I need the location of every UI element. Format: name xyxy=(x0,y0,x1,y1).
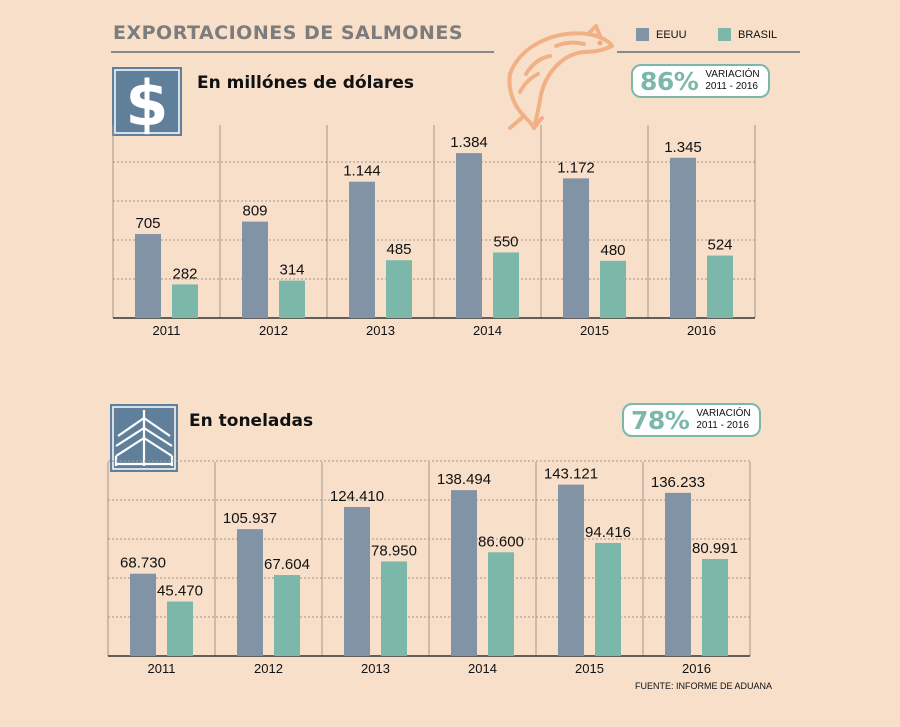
x-tick-label-2014: 2014 xyxy=(473,323,502,338)
data-label-brasil-2016: 80.991 xyxy=(692,540,738,557)
data-label-brasil-2015: 94.416 xyxy=(585,524,631,541)
data-label-brasil-2012: 314 xyxy=(279,262,304,279)
data-label-brasil-2016: 524 xyxy=(707,237,732,254)
bar-eeuu-2015 xyxy=(563,178,589,318)
x-tick-label-2011: 2011 xyxy=(153,323,181,338)
x-tick-label-2012: 2012 xyxy=(254,661,283,676)
legend-label-eeuu: EEUU xyxy=(656,28,687,41)
bar-brasil-2012 xyxy=(279,280,305,318)
data-label-brasil-2011: 45.470 xyxy=(157,583,203,600)
legend-item-eeuu: EEUU xyxy=(636,28,687,41)
variation-percent-tons: 78% xyxy=(631,405,690,435)
data-label-eeuu-2014: 1.384 xyxy=(450,134,488,151)
data-label-brasil-2015: 480 xyxy=(600,242,625,259)
bar-brasil-2015 xyxy=(600,260,626,318)
variation-label-line2: 2011 - 2016 xyxy=(705,81,758,92)
bar-brasil-2013 xyxy=(381,561,407,656)
legend-label-brasil: BRASIL xyxy=(738,28,778,41)
bar-eeuu-2013 xyxy=(349,181,375,318)
variation-label-tons: VARIACIÓN 2011 - 2016 xyxy=(696,408,750,432)
bar-brasil-2011 xyxy=(167,601,193,656)
bar-brasil-2014 xyxy=(488,552,514,656)
data-label-brasil-2013: 78.950 xyxy=(371,542,417,559)
data-label-brasil-2011: 282 xyxy=(172,265,197,282)
bar-eeuu-2013 xyxy=(344,507,370,656)
data-label-eeuu-2016: 1.345 xyxy=(664,139,702,156)
bar-brasil-2016 xyxy=(707,255,733,318)
x-tick-label-2016: 2016 xyxy=(682,661,711,676)
source-note: FUENTE: INFORME DE ADUANA xyxy=(635,681,773,691)
bar-brasil-2016 xyxy=(702,559,728,656)
data-label-brasil-2014: 86.600 xyxy=(478,533,524,550)
data-label-brasil-2012: 67.604 xyxy=(264,556,310,573)
bar-eeuu-2016 xyxy=(665,492,691,656)
data-label-eeuu-2011: 68.730 xyxy=(120,555,166,572)
x-tick-label-2013: 2013 xyxy=(361,661,390,676)
bar-eeuu-2015 xyxy=(558,484,584,656)
bar-brasil-2013 xyxy=(386,260,412,318)
variation-label-line2: 2011 - 2016 xyxy=(696,420,749,431)
bar-eeuu-2012 xyxy=(242,221,268,318)
legend-swatch-brasil xyxy=(718,28,731,41)
section-title-dollars: En millónes de dólares xyxy=(197,73,414,93)
x-tick-label-2014: 2014 xyxy=(468,661,497,676)
title-divider xyxy=(111,51,494,53)
bar-brasil-2014 xyxy=(493,252,519,318)
data-label-eeuu-2012: 105.937 xyxy=(223,510,277,527)
bar-brasil-2015 xyxy=(595,542,621,656)
variation-percent-dollars: 86% xyxy=(640,66,699,96)
data-label-eeuu-2014: 138.494 xyxy=(437,471,491,488)
data-label-eeuu-2012: 809 xyxy=(242,203,267,220)
variation-label-line1: VARIACIÓN xyxy=(696,408,751,419)
variation-label-line1: VARIACIÓN xyxy=(705,69,760,80)
chart-title: EXPORTACIONES DE SALMONES xyxy=(113,22,464,44)
bar-brasil-2012 xyxy=(274,575,300,656)
bar-eeuu-2012 xyxy=(237,529,263,656)
dollar-sign-icon: $ xyxy=(112,67,182,136)
legend-item-brasil: BRASIL xyxy=(718,28,777,41)
bar-eeuu-2011 xyxy=(130,573,156,656)
variation-badge-dollars: 86% VARIACIÓN 2011 - 2016 xyxy=(631,64,770,98)
x-tick-label-2013: 2013 xyxy=(366,323,395,338)
legend-divider xyxy=(617,51,800,53)
bar-eeuu-2014 xyxy=(456,153,482,318)
salmon-fish-icon xyxy=(507,24,614,130)
bar-eeuu-2016 xyxy=(670,157,696,318)
x-tick-label-2015: 2015 xyxy=(580,323,609,338)
data-label-eeuu-2011: 705 xyxy=(135,215,160,232)
legend-swatch-eeuu xyxy=(636,28,649,41)
variation-badge-tons: 78% VARIACIÓN 2011 - 2016 xyxy=(622,403,761,437)
section-title-tons: En toneladas xyxy=(189,411,314,431)
bar-brasil-2011 xyxy=(172,284,198,318)
data-label-eeuu-2013: 124.410 xyxy=(330,488,384,505)
bar-eeuu-2011 xyxy=(135,234,161,318)
x-tick-label-2011: 2011 xyxy=(148,661,176,676)
bar-eeuu-2014 xyxy=(451,490,477,656)
x-tick-label-2012: 2012 xyxy=(259,323,288,338)
data-label-brasil-2014: 550 xyxy=(493,233,518,250)
data-label-eeuu-2015: 143.121 xyxy=(544,466,598,483)
data-label-eeuu-2016: 136.233 xyxy=(651,474,705,491)
variation-label-dollars: VARIACIÓN 2011 - 2016 xyxy=(705,69,759,93)
x-tick-label-2015: 2015 xyxy=(575,661,604,676)
svg-text:$: $ xyxy=(125,67,168,136)
data-label-eeuu-2015: 1.172 xyxy=(557,159,595,176)
x-tick-label-2016: 2016 xyxy=(687,323,716,338)
data-label-eeuu-2013: 1.144 xyxy=(343,163,381,180)
data-label-brasil-2013: 485 xyxy=(386,241,411,258)
